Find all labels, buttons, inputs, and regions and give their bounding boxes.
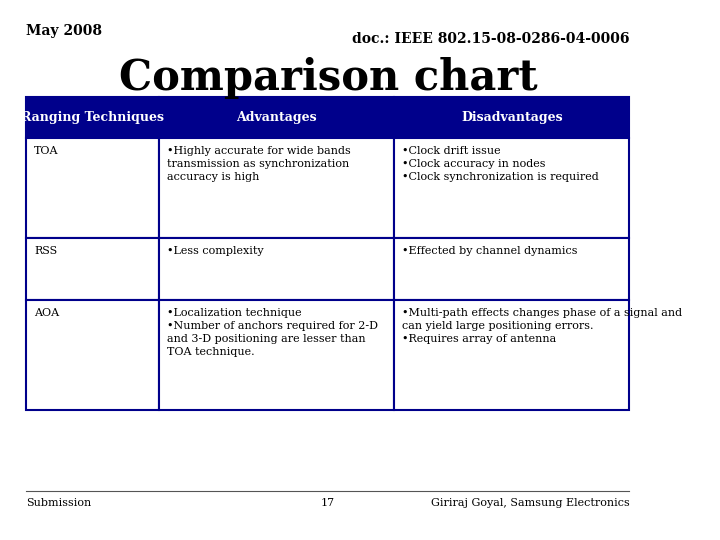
Text: •Localization technique
•Number of anchors required for 2-D
and 3-D positioning : •Localization technique •Number of ancho… [167, 308, 378, 357]
FancyBboxPatch shape [395, 97, 629, 138]
FancyBboxPatch shape [159, 138, 395, 238]
Text: Comparison chart: Comparison chart [119, 57, 537, 99]
FancyBboxPatch shape [26, 138, 159, 238]
Text: •Clock drift issue
•Clock accuracy in nodes
•Clock synchronization is required: •Clock drift issue •Clock accuracy in no… [402, 146, 599, 182]
Text: RSS: RSS [34, 246, 58, 256]
FancyBboxPatch shape [159, 238, 395, 300]
FancyBboxPatch shape [26, 238, 159, 300]
FancyBboxPatch shape [395, 238, 629, 300]
FancyBboxPatch shape [26, 97, 159, 138]
FancyBboxPatch shape [159, 300, 395, 410]
Text: Giriraj Goyal, Samsung Electronics: Giriraj Goyal, Samsung Electronics [431, 498, 629, 508]
Text: Advantages: Advantages [236, 111, 317, 124]
Text: Ranging Techniques: Ranging Techniques [21, 111, 164, 124]
Text: •Highly accurate for wide bands
transmission as synchronization
accuracy is high: •Highly accurate for wide bands transmis… [167, 146, 351, 182]
Text: TOA: TOA [34, 146, 58, 157]
Text: 17: 17 [321, 498, 335, 508]
Text: •Effected by channel dynamics: •Effected by channel dynamics [402, 246, 577, 256]
Text: Disadvantages: Disadvantages [461, 111, 562, 124]
FancyBboxPatch shape [159, 97, 395, 138]
Text: Submission: Submission [26, 498, 91, 508]
FancyBboxPatch shape [26, 300, 159, 410]
Text: AOA: AOA [34, 308, 59, 319]
Text: •Less complexity: •Less complexity [167, 246, 264, 256]
Text: doc.: IEEE 802.15-08-0286-04-0006: doc.: IEEE 802.15-08-0286-04-0006 [352, 32, 629, 46]
Text: May 2008: May 2008 [26, 24, 102, 38]
FancyBboxPatch shape [395, 138, 629, 238]
Text: •Multi-path effects changes phase of a signal and
can yield large positioning er: •Multi-path effects changes phase of a s… [402, 308, 683, 344]
FancyBboxPatch shape [395, 300, 629, 410]
